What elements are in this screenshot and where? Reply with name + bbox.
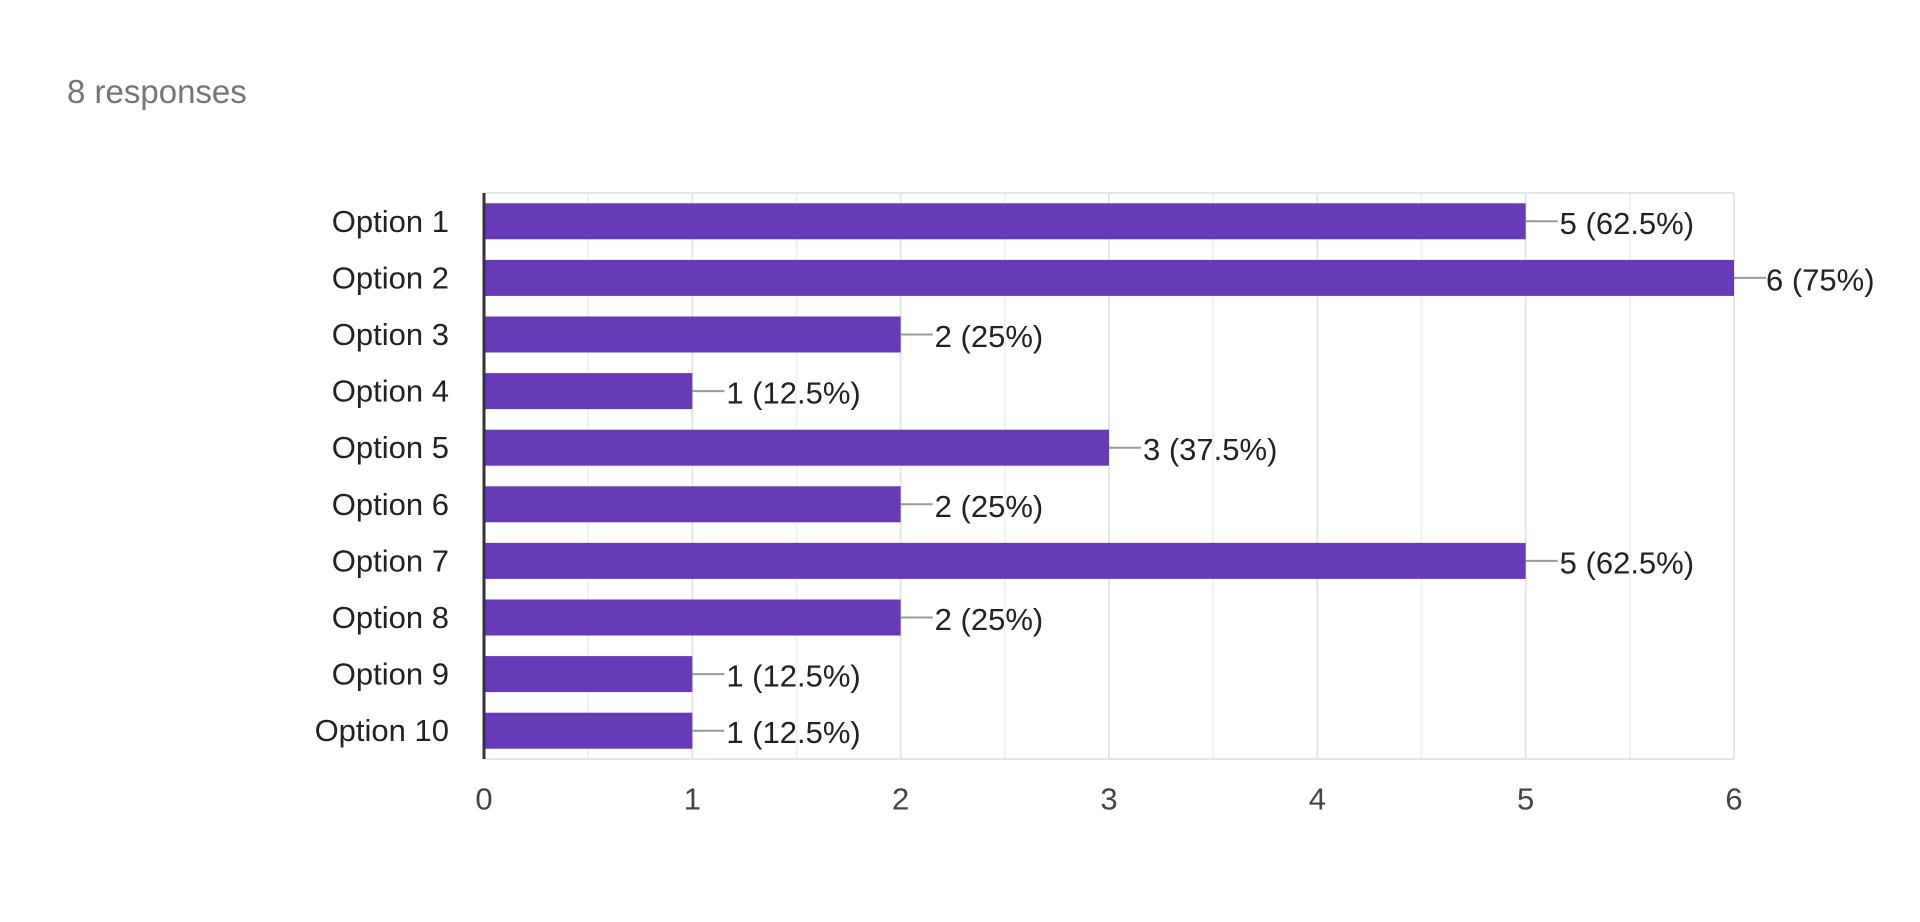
data-label: 2 (25%) (935, 319, 1044, 354)
x-tick-label: 4 (1309, 782, 1326, 817)
bar-option-6 (484, 486, 901, 523)
category-label: Option 4 (332, 374, 449, 409)
category-label: Option 2 (332, 260, 449, 295)
bar-option-1 (484, 203, 1526, 240)
response-count: 8 responses (67, 73, 247, 110)
bar-option-7 (484, 542, 1526, 579)
category-label: Option 3 (332, 317, 449, 352)
category-label: Option 7 (332, 543, 449, 578)
bar-option-5 (484, 429, 1109, 466)
bar-option-10 (484, 712, 693, 749)
x-tick-label: 5 (1517, 782, 1534, 817)
category-label: Option 5 (332, 430, 449, 465)
category-label: Option 10 (315, 713, 449, 748)
x-tick-label: 2 (892, 782, 909, 817)
labels: Option 1 5 (62.5%) Option 2 6 (75%) Option 3… (315, 204, 1875, 817)
data-label: 3 (37.5%) (1143, 432, 1277, 467)
category-label: Option 6 (332, 487, 449, 522)
data-label: 1 (12.5%) (726, 715, 860, 750)
bar-option-4 (484, 373, 693, 410)
bars (484, 203, 1734, 749)
data-label: 2 (25%) (935, 602, 1044, 637)
category-label: Option 8 (332, 600, 449, 635)
data-label: 6 (75%) (1766, 262, 1875, 297)
data-label: 5 (62.5%) (1560, 206, 1694, 241)
data-label: 1 (12.5%) (726, 659, 860, 694)
data-label: 5 (62.5%) (1560, 545, 1694, 580)
x-tick-label: 1 (684, 782, 701, 817)
x-tick-label: 0 (475, 782, 492, 817)
x-tick-label: 3 (1100, 782, 1117, 817)
data-label: 1 (12.5%) (726, 376, 860, 411)
x-tick-label: 6 (1725, 782, 1742, 817)
data-label: 2 (25%) (935, 489, 1044, 524)
category-label: Option 9 (332, 657, 449, 692)
bar-option-2 (484, 259, 1734, 296)
bar-option-3 (484, 316, 901, 353)
bar-option-9 (484, 656, 693, 693)
bar-option-8 (484, 599, 901, 636)
category-label: Option 1 (332, 204, 449, 239)
